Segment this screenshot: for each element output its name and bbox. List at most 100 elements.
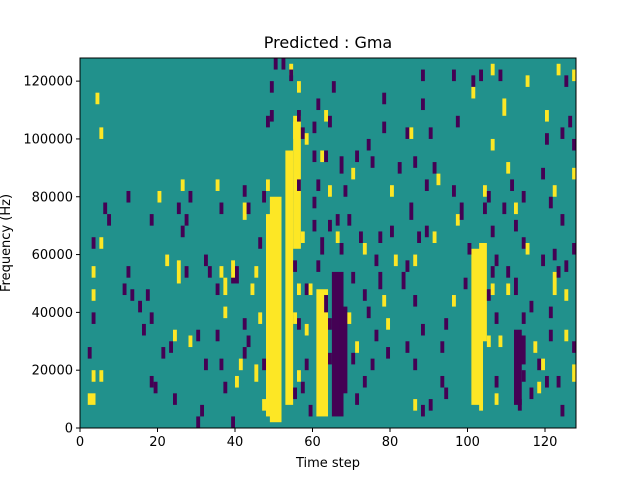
y-tick-label: 40000 bbox=[32, 306, 73, 321]
heatmap-cell bbox=[293, 312, 298, 324]
heatmap-cell bbox=[483, 202, 487, 215]
heatmap-cell bbox=[572, 341, 577, 353]
heatmap-cell bbox=[564, 260, 569, 272]
heatmap-cell bbox=[452, 185, 456, 197]
heatmap-cell bbox=[91, 289, 96, 301]
heatmap-cell bbox=[176, 202, 181, 215]
heatmap-cell bbox=[556, 375, 561, 388]
heatmap-cell bbox=[564, 329, 569, 342]
heatmap-band bbox=[331, 271, 344, 417]
heatmap-cell bbox=[479, 381, 484, 411]
heatmap-cell bbox=[479, 69, 484, 82]
heatmap-cell bbox=[320, 237, 325, 255]
heatmap-cell bbox=[351, 352, 356, 365]
heatmap-cell bbox=[444, 318, 449, 330]
heatmap-cell bbox=[215, 329, 220, 342]
heatmap-cell bbox=[359, 231, 363, 243]
y-axis-label: Frequency (Hz) bbox=[0, 194, 14, 292]
heatmap-cell bbox=[378, 271, 383, 290]
heatmap-cell bbox=[390, 225, 394, 238]
heatmap-cell bbox=[99, 237, 104, 249]
heatmap-cell bbox=[556, 63, 561, 76]
heatmap-cell bbox=[440, 341, 445, 353]
heatmap-cell bbox=[324, 150, 329, 163]
heatmap-cell bbox=[99, 127, 104, 139]
heatmap-cell bbox=[300, 127, 305, 139]
heatmap-cell bbox=[254, 364, 259, 382]
heatmap-cell bbox=[370, 358, 375, 371]
heatmap-cell bbox=[219, 358, 224, 371]
heatmap-cell bbox=[149, 312, 154, 324]
heatmap-cell bbox=[328, 185, 332, 197]
heatmap-band bbox=[269, 196, 282, 423]
heatmap-cell bbox=[552, 185, 557, 197]
heatmap-cell bbox=[273, 58, 278, 70]
heatmap-cell bbox=[343, 185, 348, 197]
heatmap-cell bbox=[169, 341, 174, 353]
heatmap-cell bbox=[471, 86, 476, 99]
heatmap-cell bbox=[362, 289, 367, 301]
heatmap-band bbox=[339, 306, 348, 394]
heatmap-cell bbox=[490, 266, 495, 278]
heatmap-cell bbox=[242, 347, 247, 359]
heatmap-cell bbox=[262, 399, 267, 411]
heatmap-cell bbox=[421, 69, 425, 82]
heatmap-cell bbox=[521, 237, 526, 249]
heatmap-cell bbox=[304, 323, 309, 336]
heatmap-cell bbox=[514, 202, 518, 215]
heatmap-cell bbox=[312, 121, 317, 134]
heatmap-cell bbox=[486, 335, 491, 348]
heatmap-cell bbox=[552, 248, 557, 261]
x-tick-label: 120 bbox=[533, 435, 558, 450]
heatmap-cell bbox=[498, 69, 503, 82]
heatmap-cell bbox=[452, 295, 456, 307]
heatmap-cell bbox=[312, 219, 317, 232]
heatmap-cell bbox=[494, 393, 499, 405]
heatmap-cell bbox=[483, 185, 487, 197]
heatmap-cell bbox=[95, 92, 100, 105]
heatmap-cell bbox=[153, 381, 158, 394]
heatmap-cell bbox=[161, 347, 166, 359]
heatmap-cell bbox=[560, 214, 565, 226]
heatmap-cell bbox=[281, 58, 286, 70]
heatmap-cell bbox=[231, 416, 236, 428]
heatmap-cell bbox=[254, 266, 259, 278]
heatmap-cell bbox=[300, 381, 305, 394]
heatmap-cell bbox=[262, 358, 267, 371]
heatmap-cell bbox=[572, 364, 577, 382]
plot-frame bbox=[79, 57, 577, 429]
x-axis: 0 20 40 60 80 100 120 bbox=[76, 428, 558, 450]
heatmap-cell bbox=[165, 254, 170, 267]
heatmap-cell bbox=[541, 254, 546, 267]
heatmap-cell bbox=[382, 92, 387, 105]
heatmap-cell bbox=[173, 393, 177, 405]
heatmap-cell bbox=[421, 323, 425, 336]
heatmap-cell bbox=[413, 295, 418, 307]
heatmap-cell bbox=[180, 225, 185, 238]
heatmap-cell bbox=[258, 312, 263, 324]
heatmap-cell bbox=[351, 167, 356, 180]
heatmap-cell bbox=[533, 341, 538, 353]
heatmap-cell bbox=[452, 69, 456, 82]
x-tick-label: 100 bbox=[455, 435, 480, 450]
heatmap-cell bbox=[215, 283, 220, 296]
heatmap-cell bbox=[498, 335, 503, 348]
heatmap-cell bbox=[455, 214, 460, 226]
heatmap-cell bbox=[428, 399, 433, 411]
heatmap-cell bbox=[149, 375, 154, 388]
heatmap-cell bbox=[223, 306, 228, 319]
heatmap-cell bbox=[405, 341, 410, 353]
x-tick-label: 20 bbox=[149, 435, 166, 450]
heatmap-cell bbox=[145, 289, 150, 301]
heatmap-cell bbox=[180, 179, 185, 191]
heatmap-cell bbox=[297, 283, 301, 296]
heatmap-cell bbox=[393, 254, 398, 267]
heatmap-cell bbox=[560, 404, 565, 417]
heatmap-cell bbox=[308, 283, 313, 296]
heatmap-cell bbox=[362, 243, 367, 255]
heatmap-cell bbox=[293, 260, 298, 272]
heatmap-cell bbox=[304, 358, 309, 371]
heatmap-cell bbox=[184, 266, 189, 278]
heatmap-cell bbox=[157, 190, 162, 203]
